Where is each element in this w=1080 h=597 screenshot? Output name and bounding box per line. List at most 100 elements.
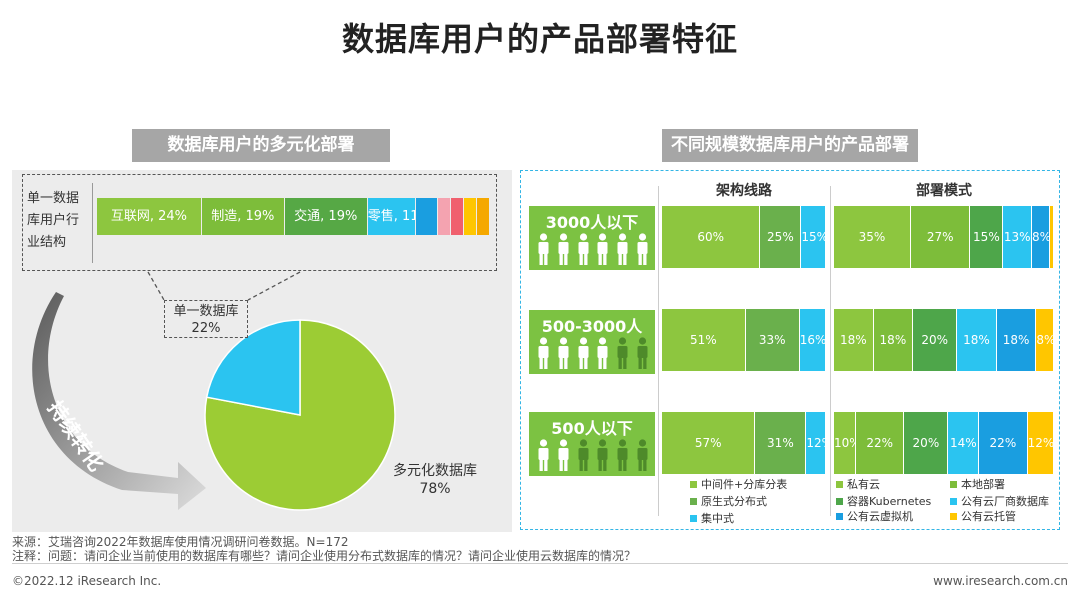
stacked-bar-segment: 16% [799, 309, 825, 371]
people-icons [536, 337, 650, 370]
stacked-bar-segment: 15% [970, 206, 1003, 268]
legend-item: 私有云 [836, 478, 880, 492]
person-icon [615, 233, 630, 266]
legend-label: 本地部署 [961, 478, 1005, 491]
industry-bar-segment: 零售, 11% [367, 198, 415, 235]
people-icons [536, 439, 650, 472]
stacked-bar-segment: 60% [662, 206, 760, 268]
legend-label: 容器Kubernetes [847, 495, 932, 508]
stacked-bar-segment: 15% [801, 206, 825, 268]
group-label: 500-3000人 [529, 310, 655, 374]
pie-slice [205, 319, 301, 416]
stacked-bar-segment: 51% [662, 309, 745, 371]
stacked-bar-segment: 25% [760, 206, 801, 268]
single-db-callout: 单一数据库 22% [164, 300, 248, 338]
legend-swatch [690, 515, 697, 522]
stacked-bar-segment: 20% [904, 412, 948, 474]
footer-copyright: ©2022.12 iResearch Inc. [12, 574, 162, 588]
legend-label: 中间件+分库分表 [701, 478, 788, 491]
group-label: 3000人以下 [529, 206, 655, 270]
legend-label: 公有云厂商数据库 [961, 495, 1049, 508]
industry-bar-segment [476, 198, 489, 235]
curved-arrow-icon [32, 292, 206, 510]
right-separator-2 [830, 186, 831, 516]
person-icon [556, 439, 571, 472]
industry-bar-segment: 制造, 19% [201, 198, 284, 235]
stacked-bar-segment: 57% [662, 412, 755, 474]
page-title: 数据库用户的产品部署特征 [341, 20, 738, 58]
stacked-bar-segment: 20% [913, 309, 957, 371]
stacked-bar-segment: 14% [948, 412, 979, 474]
person-icon [556, 233, 571, 266]
legend-item: 原生式分布式 [690, 495, 767, 509]
legend-label: 公有云托管 [961, 510, 1016, 523]
industry-label: 单一数据库用户行业结构 [27, 191, 80, 250]
person-icon [536, 233, 551, 266]
person-icon [595, 233, 610, 266]
industry-bar-segment: 互联网, 24% [97, 198, 201, 235]
source-note: 来源：艾瑞咨询2022年数据库使用情况调研问卷数据。N=172 [12, 535, 349, 549]
multi-db-label: 多元化数据库 [393, 463, 477, 479]
group-label-text: 3000人以下 [545, 213, 639, 232]
multi-db-callout: 多元化数据库 78% [370, 462, 500, 498]
single-db-label: 单一数据库 [173, 304, 239, 319]
left-graphics [32, 271, 396, 511]
stacked-bar-segment: 33% [745, 309, 799, 371]
legend-swatch [836, 481, 843, 488]
person-icon [635, 233, 650, 266]
stacked-bar-segment: 31% [755, 412, 806, 474]
callout-line-left [147, 271, 165, 301]
person-icon [635, 439, 650, 472]
person-icon [615, 337, 630, 370]
stacked-bar-segment: 10% [834, 412, 855, 474]
footer-website: www.iresearch.com.cn [933, 574, 1068, 588]
person-icon [556, 337, 571, 370]
industry-bar-segment: 交通, 19% [284, 198, 367, 235]
person-icon [635, 337, 650, 370]
stacked-bar-segment: 12% [1027, 412, 1053, 474]
legend-item: 容器Kubernetes [836, 495, 931, 509]
stacked-bar-segment: 18% [834, 309, 873, 371]
legend-swatch [836, 498, 843, 505]
industry-bar-segment [463, 198, 476, 235]
legend-label: 公有云虚拟机 [847, 510, 913, 523]
stacked-bar-segment: 18% [957, 309, 996, 371]
stacked-bar-segment: 18% [996, 309, 1036, 371]
person-icon [536, 337, 551, 370]
multi-db-value: 78% [419, 481, 451, 497]
legend-label: 私有云 [847, 478, 880, 491]
legend-item: 公有云托管 [950, 510, 1016, 524]
legend-label: 集中式 [701, 512, 734, 525]
stacked-bar-segment: 12% [806, 412, 825, 474]
footer-divider [12, 563, 1068, 564]
legend-swatch [950, 498, 957, 505]
callout-line-right [247, 271, 301, 301]
stacked-bar-segment: 8% [1036, 309, 1053, 371]
left-banner: 数据库用户的多元化部署 [132, 129, 390, 162]
group-label: 500人以下 [529, 412, 655, 476]
single-db-value: 22% [191, 321, 221, 336]
legend-item: 公有云虚拟机 [836, 510, 913, 524]
remark-note: 注释：问题：请问企业当前使用的数据库有哪些？请问企业使用分布式数据库的情况？请问… [12, 549, 637, 563]
legend-swatch [836, 513, 843, 520]
industry-bar-segment [415, 198, 437, 235]
stacked-bar-segment: 18% [873, 309, 913, 371]
legend-swatch [950, 481, 957, 488]
legend-swatch [950, 513, 957, 520]
legend-item: 公有云厂商数据库 [950, 495, 1049, 509]
legend-item: 中间件+分库分表 [690, 478, 787, 492]
person-icon [576, 233, 591, 266]
right-separator-1 [658, 186, 659, 516]
industry-bar-segment [437, 198, 450, 235]
legend-label: 原生式分布式 [701, 495, 767, 508]
col1-header: 架构线路 [716, 183, 772, 199]
col2-header: 部署模式 [916, 183, 972, 199]
group-label-text: 500-3000人 [541, 317, 643, 336]
legend-swatch [690, 481, 697, 488]
legend-item: 本地部署 [950, 478, 1005, 492]
stacked-bar-segment: 8% [1032, 206, 1049, 268]
right-banner: 不同规模数据库用户的产品部署 [662, 129, 918, 162]
person-icon [595, 439, 610, 472]
stacked-bar-segment: 22% [856, 412, 904, 474]
stacked-bar-segment [1049, 206, 1053, 268]
